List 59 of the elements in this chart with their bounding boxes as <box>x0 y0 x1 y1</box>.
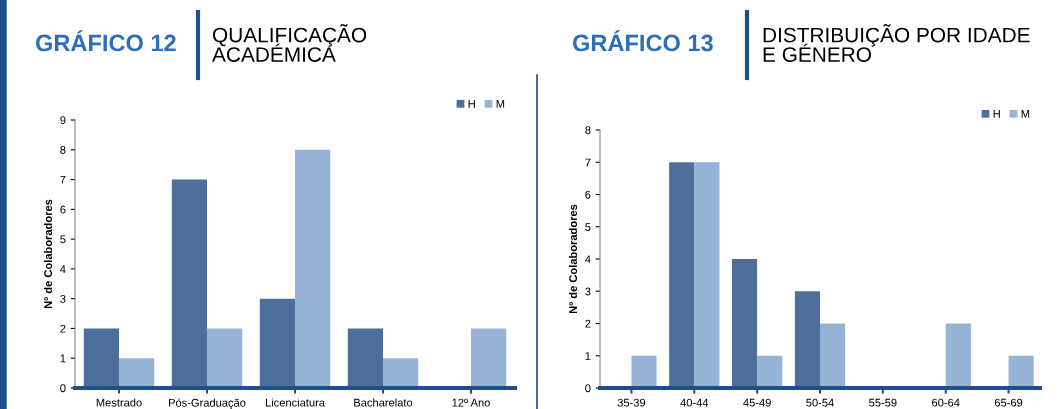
y-tick-label: 2 <box>60 324 66 333</box>
y-tick-label: 5 <box>60 235 66 244</box>
bar <box>794 291 820 388</box>
x-tick-label: 60-64 <box>932 398 960 407</box>
bar <box>119 358 155 388</box>
bar <box>1008 355 1034 388</box>
y-tick-label: 6 <box>585 190 591 199</box>
y-tick-label: 7 <box>60 175 66 184</box>
x-tick-label: Mestrado <box>96 398 142 407</box>
x-tick-label: 12º Ano <box>452 398 490 407</box>
x-tick-label: 65-69 <box>994 398 1023 407</box>
y-tick-label: 1 <box>585 352 591 360</box>
y-tick-label: 8 <box>585 126 591 135</box>
x-tick-label: 40-44 <box>680 398 709 407</box>
bar <box>83 328 119 388</box>
bar <box>171 179 207 388</box>
bar <box>669 162 695 388</box>
legend-label: H <box>468 100 475 108</box>
x-tick-label: Bacharelato <box>354 398 413 407</box>
x-tick-label: 45-49 <box>743 398 771 407</box>
x-tick-label: 55-59 <box>869 398 897 407</box>
x-tick-label: 35-39 <box>617 398 646 407</box>
bar <box>471 328 507 388</box>
y-axis-title: Nº de Colaboradores <box>43 199 53 309</box>
y-tick-label: 3 <box>60 294 66 303</box>
x-tick-label: Licenciatura <box>265 398 325 407</box>
bar <box>347 328 383 388</box>
chart-subtitle: QUALIFICAÇÃO ACADÉMICA <box>212 23 367 62</box>
chart-subtitle: DISTRIBUIÇÃO POR IDADE E GÉNERO <box>763 23 1030 62</box>
y-tick-label: 0 <box>585 384 591 393</box>
y-tick-label: 4 <box>585 255 591 264</box>
bar <box>631 355 657 388</box>
legend-label: H <box>993 110 1000 118</box>
y-tick-label: 5 <box>585 223 591 231</box>
y-tick-label: 6 <box>60 205 66 214</box>
bar <box>694 162 720 388</box>
bar <box>383 358 419 388</box>
x-tick-label: Pós-Graduação <box>169 398 246 409</box>
y-tick-label: 2 <box>585 319 591 328</box>
chart-title: GRÁFICO 12 <box>35 30 176 52</box>
y-tick-label: 8 <box>60 146 66 154</box>
chart-title: GRÁFICO 13 <box>572 30 713 52</box>
bar <box>732 259 758 388</box>
y-tick-label: 4 <box>60 265 66 273</box>
y-axis-title: Nº de Colaboradores <box>568 204 578 314</box>
legend-label: M <box>1021 110 1030 118</box>
y-tick-label: 0 <box>60 384 66 393</box>
y-tick-label: 9 <box>60 116 66 125</box>
bar <box>207 328 243 388</box>
bar <box>820 323 846 388</box>
y-tick-label: 7 <box>585 158 591 167</box>
bar <box>259 298 295 388</box>
legend-label: M <box>496 100 505 108</box>
bar <box>295 149 331 388</box>
y-tick-label: 1 <box>60 354 66 363</box>
x-tick-label: 50-54 <box>806 398 834 407</box>
bar <box>757 355 783 388</box>
y-tick-label: 3 <box>585 287 591 296</box>
bar <box>945 323 971 388</box>
